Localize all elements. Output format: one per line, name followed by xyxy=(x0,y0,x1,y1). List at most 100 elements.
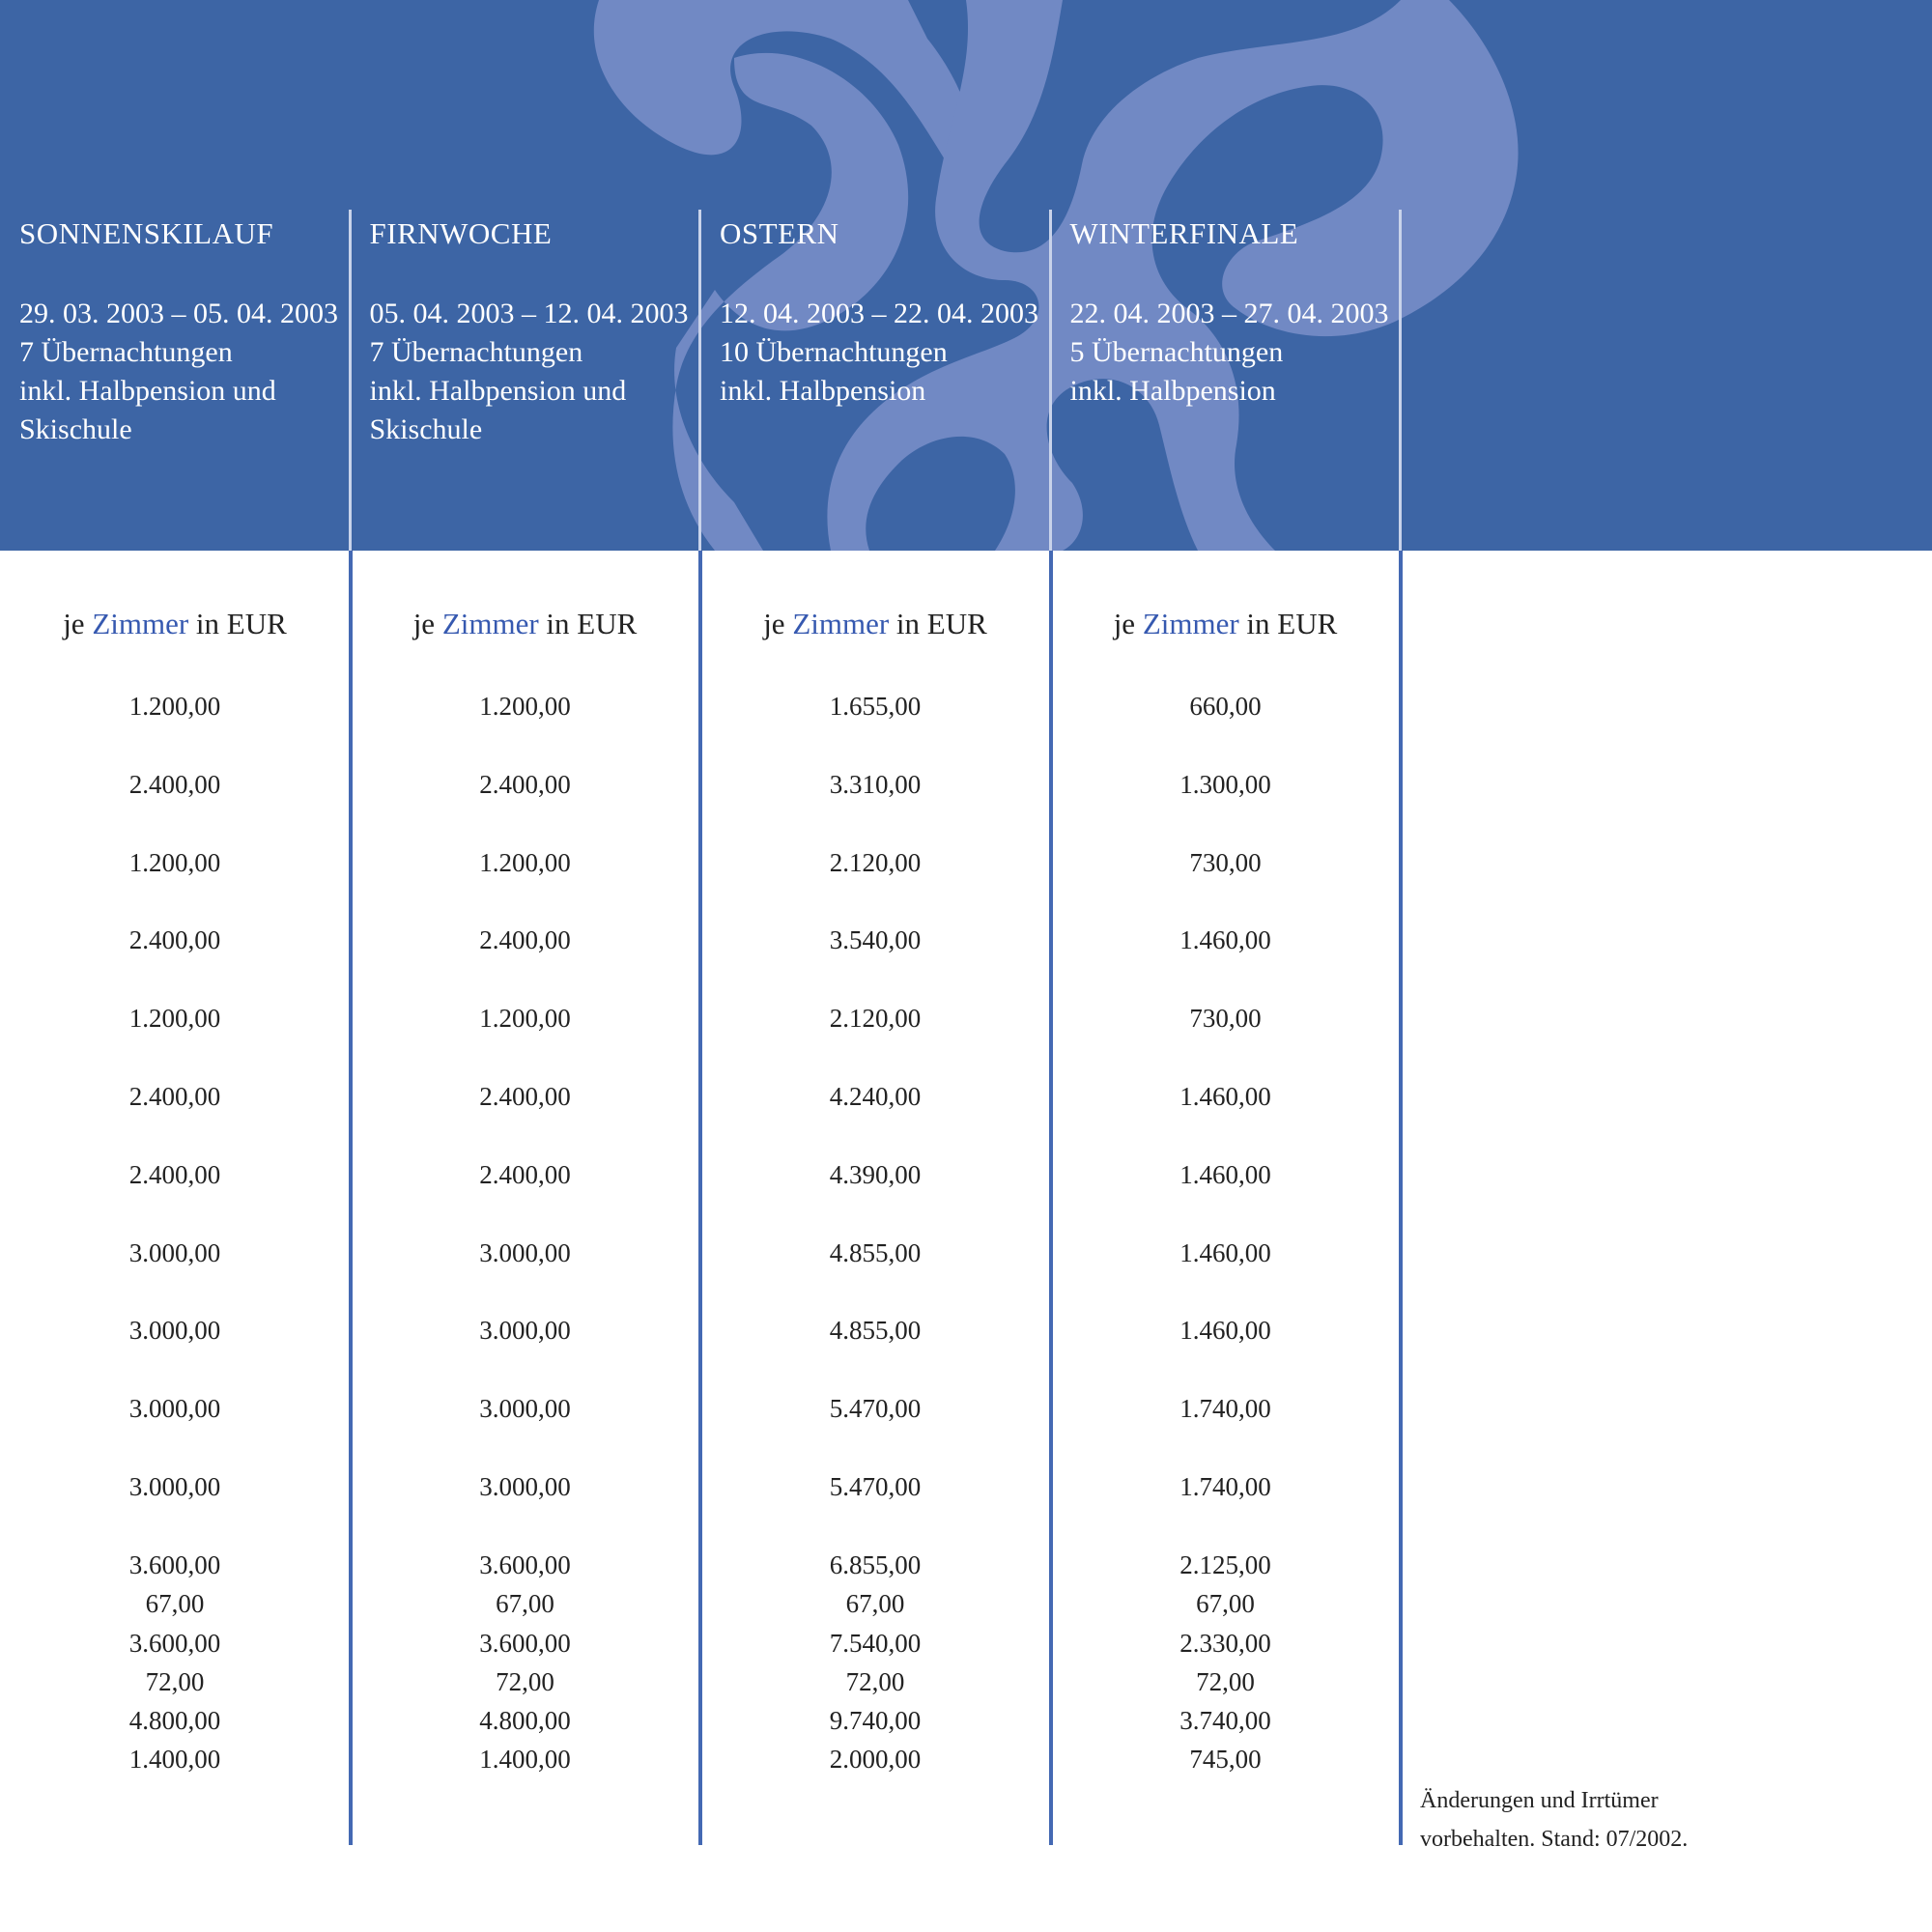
price-value: 1.200,00 xyxy=(128,692,221,721)
column-divider xyxy=(698,551,702,1845)
price-cell: 1.460,00 xyxy=(1051,921,1401,959)
price-value: 3.000,00 xyxy=(128,1237,221,1267)
note-line: Änderungen und Irrtümer xyxy=(1420,1788,1659,1813)
price-value: 2.400,00 xyxy=(479,925,571,955)
price-value: 72,00 xyxy=(845,1666,905,1696)
price-value: 4.855,00 xyxy=(829,1316,922,1346)
price-cell: 3.000,00 xyxy=(351,1311,700,1350)
price-cell: 1.200,00 xyxy=(351,687,700,725)
price-cell: 3.600,00 67,00 xyxy=(351,1546,700,1623)
price-cell: 2.400,00 xyxy=(0,765,350,804)
column-header: WINTERFINALE 22. 04. 2003 – 27. 04. 2003 5… xyxy=(1070,214,1404,411)
unit-suffix: in EUR xyxy=(546,607,638,640)
price-cell: 1.200,00 xyxy=(351,843,700,882)
unit-label: je Zimmer in EUR xyxy=(0,607,350,641)
price-cell: 3.000,00 xyxy=(0,1467,350,1506)
package-detail: 22. 04. 2003 – 27. 04. 2003 xyxy=(1069,298,1389,329)
price-cell: 2.330,00 72,00 xyxy=(1051,1624,1401,1701)
price-value: 3.310,00 xyxy=(829,769,922,799)
price-value: 4.800,00 xyxy=(479,1706,571,1736)
price-value: 1.200,00 xyxy=(479,692,571,721)
column-divider xyxy=(1048,210,1052,551)
price-cell: 1.460,00 xyxy=(1051,1234,1401,1272)
price-value: 3.000,00 xyxy=(479,1472,571,1501)
package-detail: 05. 04. 2003 – 12. 04. 2003 xyxy=(369,298,689,329)
price-cell: 2.120,00 xyxy=(700,999,1050,1037)
price-cell: 3.000,00 xyxy=(351,1234,700,1272)
price-value: 4.800,00 xyxy=(128,1706,221,1736)
price-cell: 3.000,00 xyxy=(351,1467,700,1506)
price-value: 3.740,00 xyxy=(1179,1706,1271,1736)
price-cell: 4.390,00 xyxy=(700,1155,1050,1194)
price-value: 6.855,00 xyxy=(829,1549,922,1579)
price-cell: 3.000,00 xyxy=(0,1234,350,1272)
price-value: 3.000,00 xyxy=(479,1316,571,1346)
price-value: 9.740,00 xyxy=(829,1706,922,1736)
price-cell: 4.240,00 xyxy=(700,1077,1050,1116)
price-value: 3.000,00 xyxy=(479,1237,571,1267)
package-title: OSTERN xyxy=(720,216,839,250)
unit-highlight: Zimmer xyxy=(92,607,189,640)
price-cell: 3.600,00 72,00 xyxy=(351,1624,700,1701)
fleur-de-lis-ornament-icon xyxy=(593,0,1519,551)
price-value: 3.000,00 xyxy=(128,1472,221,1501)
price-cell: 1.200,00 xyxy=(0,687,350,725)
price-value: 67,00 xyxy=(1196,1588,1255,1618)
column-divider xyxy=(1399,210,1402,551)
price-cell: 1.460,00 xyxy=(1051,1311,1401,1350)
price-cell: 2.125,00 67,00 xyxy=(1051,1546,1401,1623)
price-cell: 1.200,00 xyxy=(351,999,700,1037)
unit-suffix: in EUR xyxy=(1246,607,1338,640)
price-cell: 4.800,00 1.400,00 xyxy=(351,1701,700,1778)
column-header: FIRNWOCHE 05. 04. 2003 – 12. 04. 2003 7 Üb… xyxy=(370,214,703,449)
price-value: 2.400,00 xyxy=(128,1159,221,1189)
package-title: WINTERFINALE xyxy=(1069,216,1299,250)
unit-suffix: in EUR xyxy=(195,607,287,640)
price-cell: 660,00 xyxy=(1051,687,1401,725)
price-value: 1.460,00 xyxy=(1179,1237,1271,1267)
price-cell: 1.740,00 xyxy=(1051,1467,1401,1506)
price-value: 2.400,00 xyxy=(479,769,571,799)
price-cell: 1.655,00 xyxy=(700,687,1050,725)
price-cell: 2.400,00 xyxy=(0,1155,350,1194)
price-value: 745,00 xyxy=(1189,1745,1262,1775)
package-detail: 10 Übernachtungen xyxy=(720,336,948,368)
unit-label: je Zimmer in EUR xyxy=(1051,607,1401,641)
price-value: 1.740,00 xyxy=(1179,1472,1271,1501)
price-cell: 3.740,00 745,00 xyxy=(1051,1701,1401,1778)
price-value: 1.400,00 xyxy=(479,1745,571,1775)
note-line: vorbehalten. Stand: 07/2002. xyxy=(1420,1827,1689,1852)
price-cell: 3.540,00 xyxy=(700,921,1050,959)
package-detail: Skischule xyxy=(19,413,132,445)
price-value: 1.200,00 xyxy=(128,847,221,877)
price-cell: 730,00 xyxy=(1051,999,1401,1037)
package-detail: 12. 04. 2003 – 22. 04. 2003 xyxy=(720,298,1038,329)
package-detail: 5 Übernachtungen xyxy=(1069,336,1284,368)
price-cell: 2.400,00 xyxy=(0,921,350,959)
column-divider xyxy=(1399,551,1403,1845)
unit-highlight: Zimmer xyxy=(792,607,890,640)
price-value: 2.400,00 xyxy=(128,769,221,799)
price-cell: 2.400,00 xyxy=(351,1077,700,1116)
price-value: 1.200,00 xyxy=(128,1004,221,1034)
unit-prefix: je xyxy=(763,607,785,640)
price-value: 5.470,00 xyxy=(829,1472,922,1501)
price-value: 67,00 xyxy=(496,1588,554,1618)
price-value: 1.400,00 xyxy=(128,1745,221,1775)
unit-label: je Zimmer in EUR xyxy=(700,607,1050,641)
column-divider xyxy=(698,210,701,551)
price-cell: 3.310,00 xyxy=(700,765,1050,804)
price-value: 3.000,00 xyxy=(479,1394,571,1424)
price-cell: 3.000,00 xyxy=(0,1389,350,1428)
price-cell: 4.855,00 xyxy=(700,1234,1050,1272)
price-value: 4.240,00 xyxy=(829,1082,922,1111)
price-cell: 2.120,00 xyxy=(700,843,1050,882)
header-band xyxy=(0,0,1932,551)
price-value: 730,00 xyxy=(1189,1004,1262,1034)
price-cell: 1.460,00 xyxy=(1051,1155,1401,1194)
price-value: 1.300,00 xyxy=(1179,769,1271,799)
price-value: 3.600,00 xyxy=(479,1628,571,1658)
price-value: 1.460,00 xyxy=(1179,925,1271,955)
package-detail: 7 Übernachtungen xyxy=(19,336,233,368)
price-value: 3.600,00 xyxy=(128,1549,221,1579)
